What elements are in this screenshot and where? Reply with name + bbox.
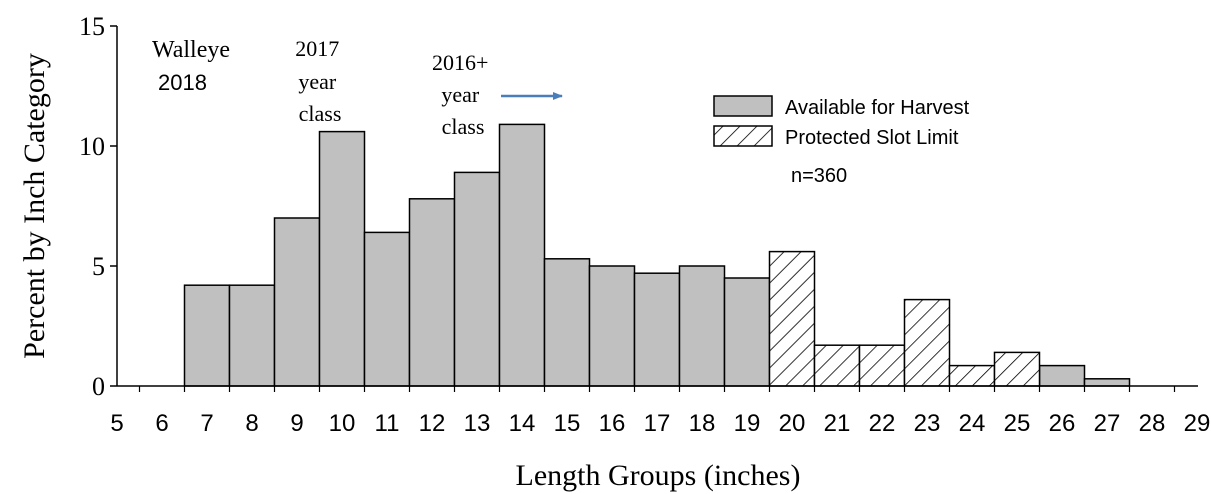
bar-protected-22 <box>858 344 906 387</box>
year-label: 2018 <box>158 70 207 95</box>
y-tick-label: 5 <box>92 252 105 281</box>
x-tick-label: 12 <box>419 410 446 437</box>
bar-harvest-11 <box>363 231 411 387</box>
bar-harvest-14 <box>498 123 546 387</box>
y-tick-label: 15 <box>79 12 105 41</box>
bar-harvest-7 <box>183 284 231 387</box>
bar-protected-25 <box>993 351 1041 387</box>
legend-label-protected: Protected Slot Limit <box>785 127 959 149</box>
y-tick-label: 0 <box>92 372 105 401</box>
year-class-2016-annotation: 2016+ year class <box>432 50 494 139</box>
x-tick-label: 13 <box>464 410 491 437</box>
x-tick-label: 5 <box>110 410 123 437</box>
legend-swatch-harvest <box>713 95 773 117</box>
y-tick-label: 10 <box>79 132 105 161</box>
x-tick-label: 27 <box>1094 410 1121 437</box>
x-tick-label: 23 <box>914 410 941 437</box>
bar-harvest-12 <box>408 198 456 387</box>
x-tick-label: 10 <box>329 410 356 437</box>
bar-protected-23 <box>903 298 951 387</box>
bar-harvest-9 <box>273 217 321 387</box>
bar-protected-20 <box>768 250 816 387</box>
x-tick-label: 18 <box>689 410 716 437</box>
x-tick-label: 25 <box>1004 410 1031 437</box>
legend: Available for Harvest Protected Slot Lim… <box>713 95 970 149</box>
bar-harvest-26 <box>1038 364 1086 387</box>
x-tick-label: 29 <box>1184 410 1211 437</box>
bars-group <box>183 123 1131 387</box>
x-tick-label: 16 <box>599 410 626 437</box>
sample-size-label: n=360 <box>791 165 847 187</box>
x-tick-label: 15 <box>554 410 581 437</box>
bar-harvest-27 <box>1083 378 1131 387</box>
bar-harvest-17 <box>633 272 681 387</box>
x-tick-label: 11 <box>375 410 400 437</box>
x-tick-label: 19 <box>734 410 761 437</box>
x-tick-label: 17 <box>644 410 671 437</box>
x-axis-label: Length Groups (inches) <box>516 459 801 492</box>
bar-harvest-16 <box>588 265 636 387</box>
bar-harvest-13 <box>453 171 501 387</box>
x-tick-label: 7 <box>200 410 213 437</box>
bar-harvest-15 <box>543 258 591 387</box>
x-tick-label: 28 <box>1139 410 1166 437</box>
x-tick-label: 9 <box>290 410 303 437</box>
axes <box>116 26 1198 387</box>
legend-label-harvest: Available for Harvest <box>785 97 970 119</box>
y-axis-label: Percent by Inch Category <box>18 53 51 359</box>
x-tick-label: 26 <box>1049 410 1076 437</box>
x-tick-label: 6 <box>155 410 168 437</box>
bar-harvest-19 <box>723 277 771 387</box>
x-tick-label: 20 <box>779 410 806 437</box>
year-class-2017-annotation: 2017 year class <box>295 36 345 126</box>
x-tick-label: 14 <box>509 410 536 437</box>
species-label: Walleye <box>152 37 230 63</box>
y-ticks: 0 5 10 15 <box>79 12 117 401</box>
x-ticks: 5 6 7 8 9 10 11 12 13 14 15 16 17 18 19 20 21 22 23 24 25 26 2… <box>110 386 1211 437</box>
bar-harvest-10 <box>318 130 366 387</box>
x-tick-label: 21 <box>824 410 851 437</box>
bar-harvest-8 <box>228 284 276 387</box>
bar-protected-24 <box>948 364 996 387</box>
x-tick-label: 8 <box>245 410 258 437</box>
bar-protected-21 <box>813 344 861 387</box>
legend-swatch-protected <box>713 125 773 147</box>
x-tick-label: 22 <box>869 410 896 437</box>
x-tick-label: 24 <box>959 410 986 437</box>
bar-harvest-18 <box>678 265 726 387</box>
